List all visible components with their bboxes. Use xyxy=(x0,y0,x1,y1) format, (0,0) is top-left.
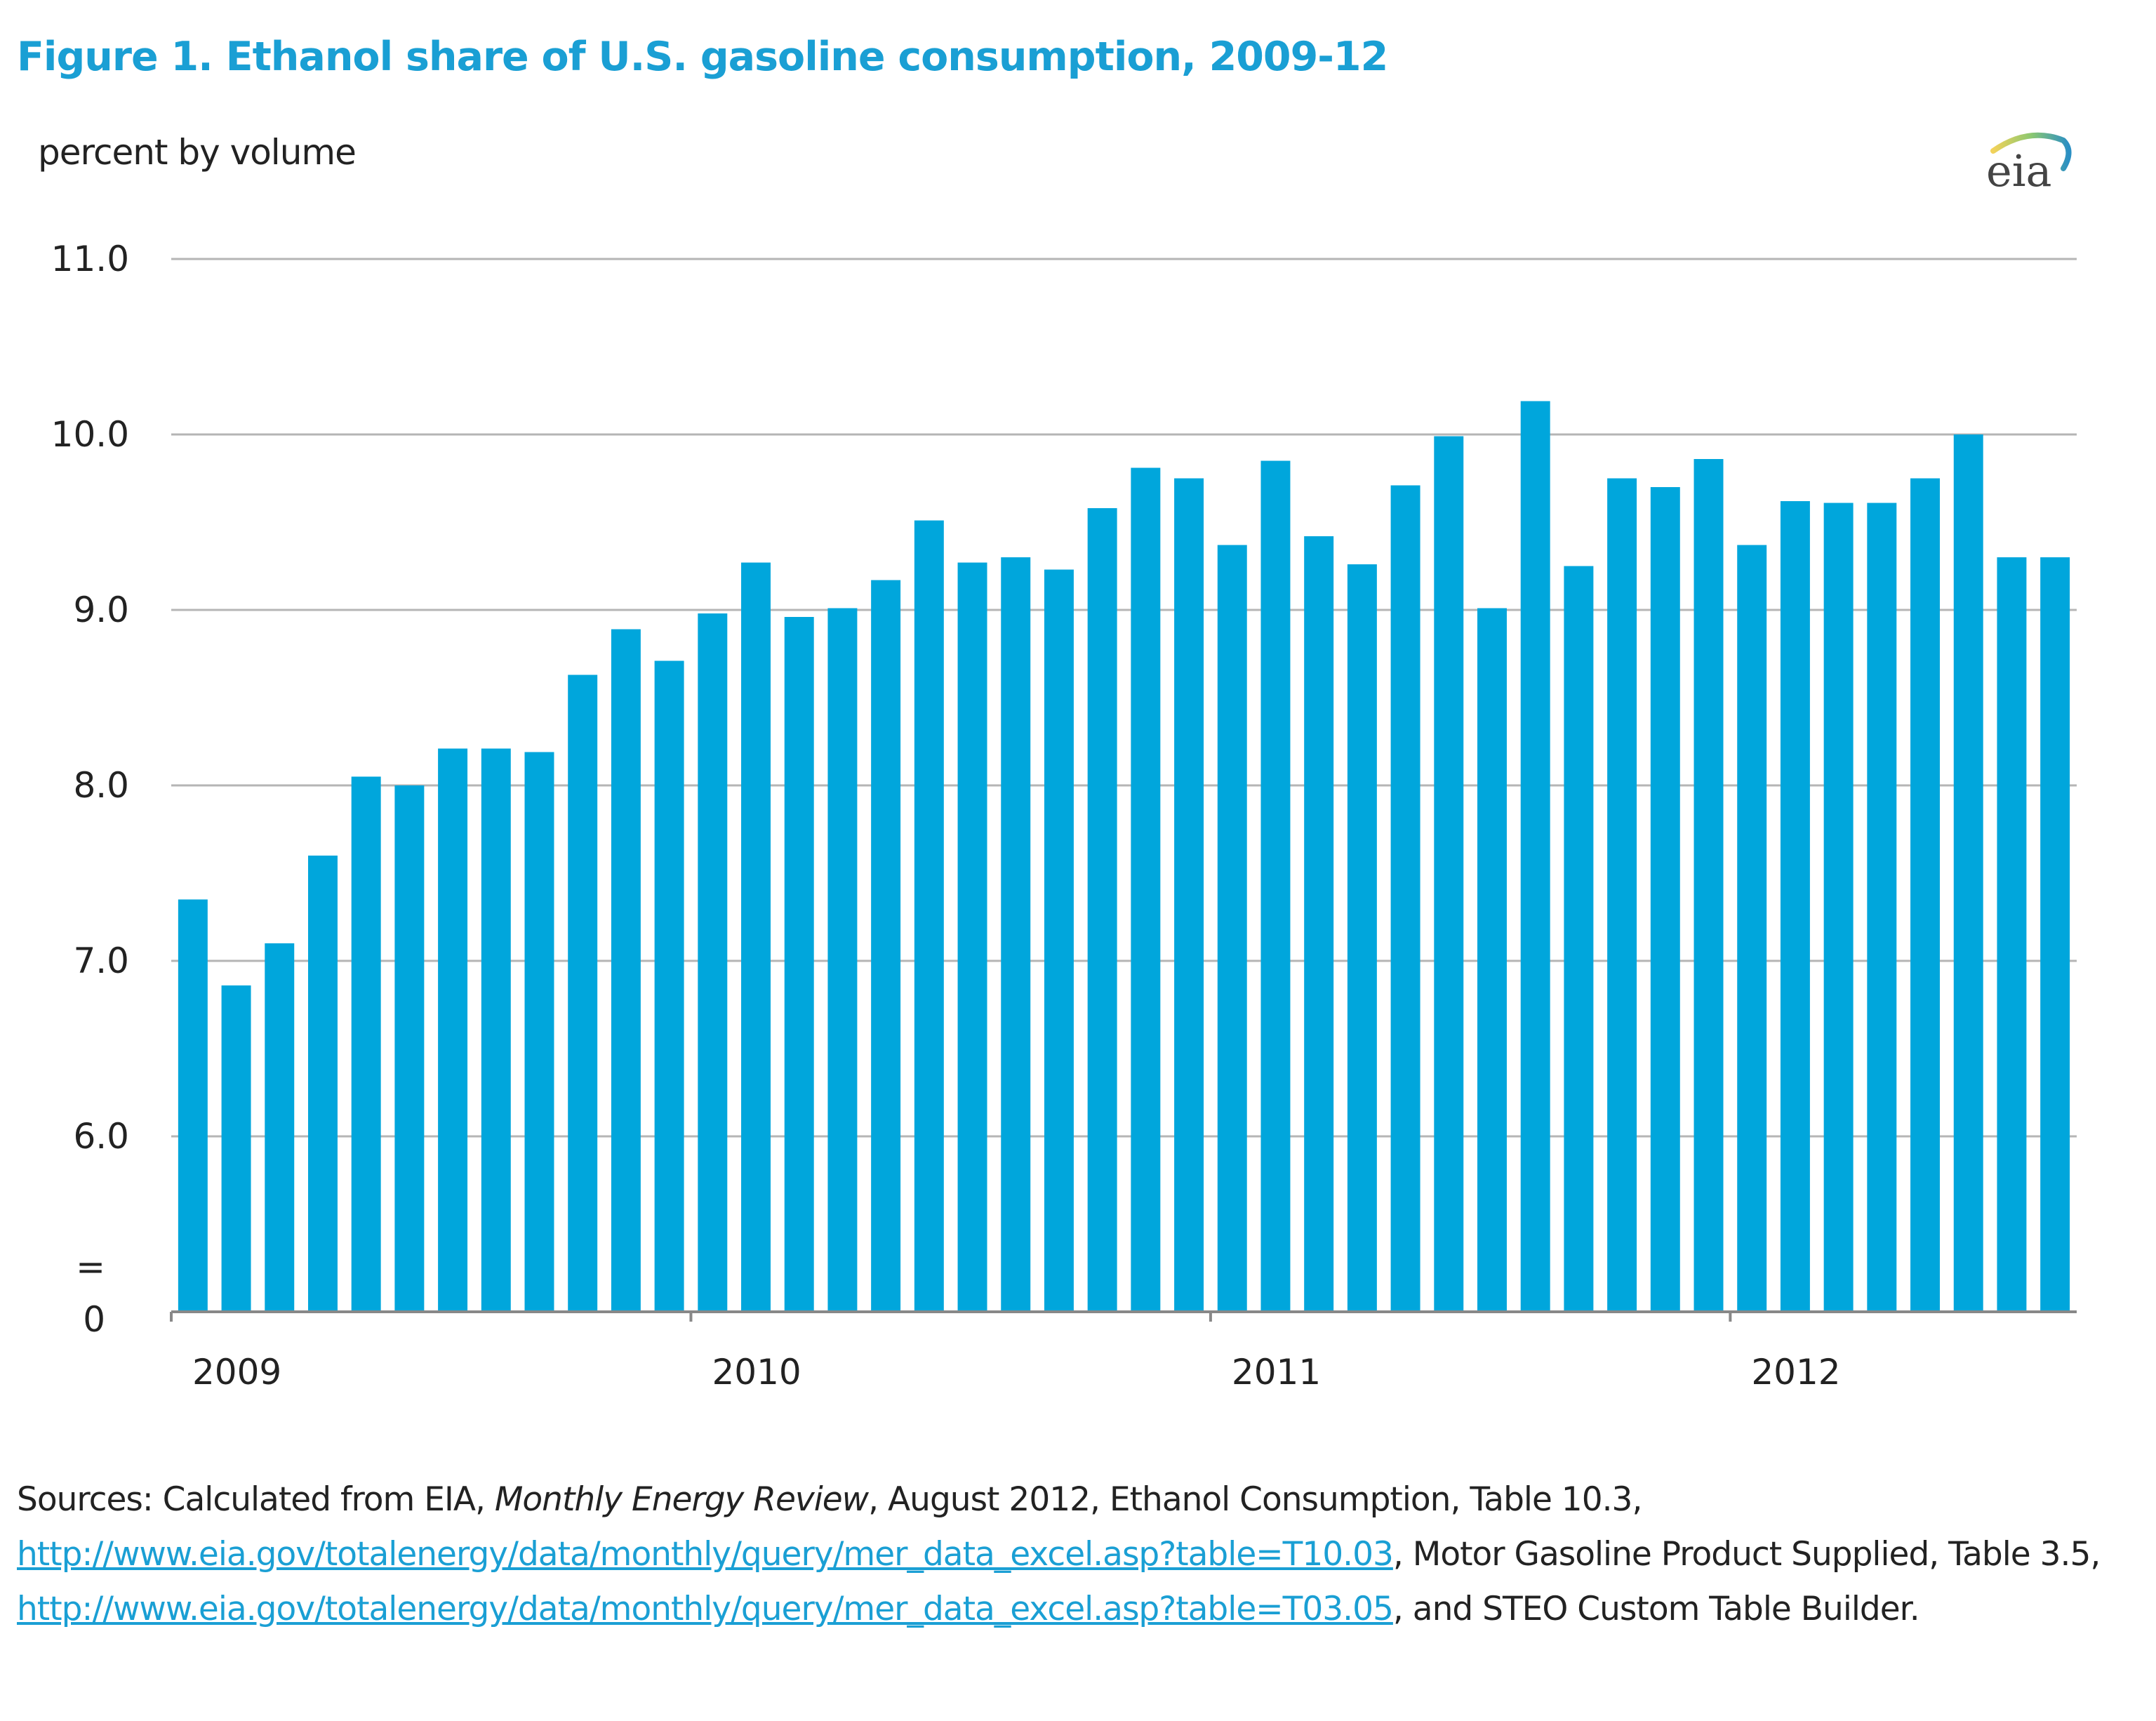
bar-may-2012 xyxy=(1910,478,1941,1312)
bar-feb-2011 xyxy=(1260,460,1291,1312)
bar-may-2009 xyxy=(351,776,381,1312)
eia-logo: eia xyxy=(1986,132,2072,197)
bar-apr-2009 xyxy=(307,856,338,1312)
y-tick-label: 9.0 xyxy=(73,590,129,630)
bar-oct-2011 xyxy=(1607,478,1637,1312)
bar-mar-2009 xyxy=(265,943,295,1312)
bar-jan-2010 xyxy=(698,613,728,1312)
bar-apr-2012 xyxy=(1867,503,1897,1312)
bar-oct-2010 xyxy=(1087,508,1117,1312)
x-tick-label: 2010 xyxy=(712,1352,801,1393)
bar-jun-2009 xyxy=(394,785,425,1312)
bar-may-2010 xyxy=(871,580,901,1312)
bar-jan-2011 xyxy=(1217,545,1247,1312)
x-tick-label: 2009 xyxy=(192,1352,281,1393)
y-tick-label: 11.0 xyxy=(51,239,129,279)
sources-text-3: , and STEO Custom Table Builder. xyxy=(1392,1590,1920,1628)
x-tick-label: 2012 xyxy=(1751,1352,1840,1393)
bar-jan-2009 xyxy=(178,899,208,1312)
x-tick-label: 2011 xyxy=(1232,1352,1321,1393)
bar-jun-2011 xyxy=(1434,436,1464,1312)
bar-jun-2010 xyxy=(914,520,944,1312)
y-tick-label: 7.0 xyxy=(73,941,129,981)
source-link-t1003[interactable]: http://www.eia.gov/totalenergy/data/mont… xyxy=(17,1535,1394,1574)
bar-chart: 11.0 10.0 9.0 8.0 7.0 6.0 = 0 2009 2010 2011 2012 xyxy=(51,239,2077,1393)
bar-apr-2010 xyxy=(827,608,858,1312)
bar-feb-2012 xyxy=(1780,501,1810,1312)
bar-aug-2010 xyxy=(1001,557,1031,1312)
sources-note: Sources: Calculated from EIA, Monthly En… xyxy=(17,1473,2122,1637)
sources-text-1: , August 2012, Ethanol Consumption, Tabl… xyxy=(868,1480,1642,1519)
bar-may-2011 xyxy=(1390,485,1420,1312)
bar-jul-2010 xyxy=(957,562,987,1312)
bar-sep-2009 xyxy=(524,752,554,1312)
chart-title: Figure 1. Ethanol share of U.S. gasoline… xyxy=(17,34,1388,80)
bar-nov-2010 xyxy=(1131,467,1161,1312)
bar-sep-2011 xyxy=(1564,566,1594,1312)
bar-aug-2012 xyxy=(2040,557,2070,1312)
bar-feb-2009 xyxy=(221,985,251,1312)
bar-feb-2010 xyxy=(741,562,771,1312)
bar-mar-2012 xyxy=(1823,503,1854,1312)
sources-publication: Monthly Energy Review xyxy=(494,1480,869,1519)
bar-mar-2011 xyxy=(1304,536,1334,1312)
bar-jan-2012 xyxy=(1737,545,1767,1312)
y-tick-label: 6.0 xyxy=(73,1116,129,1157)
bar-jun-2012 xyxy=(1953,434,1983,1312)
bar-aug-2009 xyxy=(481,748,511,1312)
y-axis-label: percent by volume xyxy=(38,132,357,173)
bar-sep-2010 xyxy=(1044,569,1074,1312)
y-tick-label: 8.0 xyxy=(73,765,129,806)
sources-prefix: Sources: Calculated from EIA, xyxy=(17,1480,495,1519)
bar-apr-2011 xyxy=(1347,564,1377,1312)
sources-text-2: , Motor Gasoline Product Supplied, Table… xyxy=(1392,1535,2101,1574)
bar-nov-2009 xyxy=(611,629,641,1312)
bar-jul-2011 xyxy=(1477,608,1507,1312)
bar-jul-2012 xyxy=(1997,557,2027,1312)
bar-oct-2009 xyxy=(568,675,598,1312)
bar-dec-2010 xyxy=(1174,478,1204,1312)
bar-mar-2010 xyxy=(784,617,814,1312)
bar-jul-2009 xyxy=(438,748,468,1312)
y-tick-label-zero: 0 xyxy=(83,1299,105,1340)
axis-break-symbol: = xyxy=(76,1247,105,1287)
bar-aug-2011 xyxy=(1520,401,1550,1312)
svg-text:eia: eia xyxy=(1986,145,2051,197)
bar-dec-2011 xyxy=(1693,459,1724,1312)
bar-nov-2011 xyxy=(1650,487,1680,1312)
y-tick-label: 10.0 xyxy=(51,414,129,455)
source-link-t0305[interactable]: http://www.eia.gov/totalenergy/data/mont… xyxy=(17,1590,1394,1628)
bar-dec-2009 xyxy=(654,660,684,1312)
